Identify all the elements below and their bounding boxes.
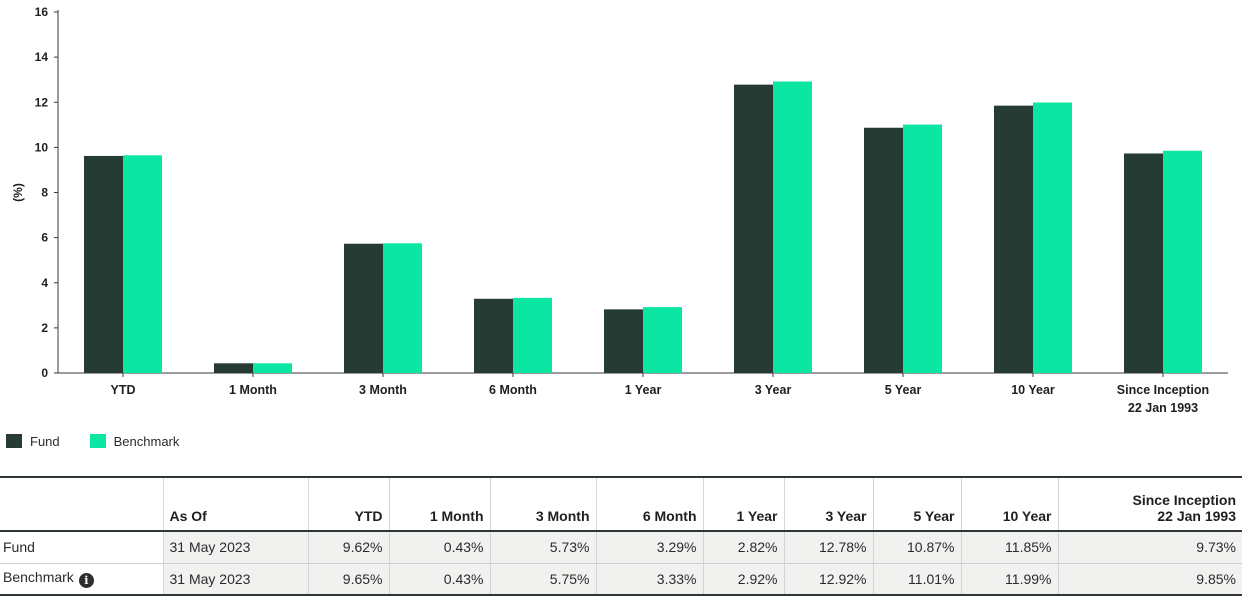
bar-fund-9: [1124, 153, 1163, 373]
cell-1-year: 2.82%: [702, 531, 784, 564]
cell-ytd: 9.62%: [307, 531, 389, 564]
bar-benchmark-5: [643, 307, 682, 373]
cell-3-year: 12.92%: [783, 563, 873, 596]
header-10-year: 10 Year: [960, 476, 1058, 532]
y-tick-label: 10: [35, 140, 49, 154]
x-tick-label: 1 Year: [625, 383, 662, 397]
legend-swatch-fund: [6, 434, 22, 448]
cell-ytd: 9.65%: [307, 563, 389, 596]
row-label-benchmark-text: Benchmark: [3, 569, 74, 586]
table-header-row: As Of YTD 1 Month 3 Month 6 Month 1 Year…: [0, 476, 1242, 532]
bar-chart-svg: 0 2 4 6 8 10 12 14 16 (%) YTD 1 Month 3 Month 6 Month…: [11, 5, 1228, 415]
bar-benchmark-9: [1163, 150, 1202, 373]
cell-as-of: 31 May 2023: [162, 563, 308, 596]
bar-fund-3: [344, 243, 383, 373]
x-tick-label: 3 Month: [359, 383, 407, 397]
header-ytd: YTD: [307, 476, 389, 532]
cell-5-year: 11.01%: [872, 563, 961, 596]
performance-table: As Of YTD 1 Month 3 Month 6 Month 1 Year…: [0, 476, 1242, 596]
header-3-month: 3 Month: [489, 476, 596, 532]
header-5-year: 5 Year: [872, 476, 961, 532]
bar-fund-5: [604, 309, 643, 373]
cell-3-month: 5.73%: [489, 531, 596, 564]
cell-3-month: 5.75%: [489, 563, 596, 596]
performance-chart: 0 2 4 6 8 10 12 14 16 (%) YTD 1 Month 3 Month 6 Month…: [11, 5, 1228, 415]
x-tick-label: 10 Year: [1011, 383, 1055, 397]
cell-10-year: 11.99%: [960, 563, 1058, 596]
cell-since-inception: 9.85%: [1057, 563, 1242, 596]
header-as-of: As Of: [162, 476, 308, 532]
cell-1-year: 2.92%: [702, 563, 784, 596]
header-since-inception-line1: Since Inception: [1132, 492, 1236, 508]
cell-as-of: 31 May 2023: [162, 531, 308, 564]
bar-benchmark-7: [903, 124, 942, 373]
table-row-benchmark: Benchmark i 31 May 2023 9.65% 0.43% 5.75%…: [0, 563, 1242, 596]
y-tick-label: 8: [41, 186, 48, 200]
bar-fund-6: [734, 84, 773, 374]
y-axis-title: (%): [11, 183, 25, 202]
y-tick-label: 6: [41, 231, 48, 245]
bar-fund-7: [864, 127, 903, 373]
info-icon[interactable]: i: [78, 573, 94, 589]
chart-legend: Fund Benchmark: [6, 432, 179, 450]
table-row-fund: Fund 31 May 2023 9.62% 0.43% 5.73% 3.29%…: [0, 531, 1242, 564]
header-1-year: 1 Year: [702, 476, 784, 532]
bar-benchmark-2: [253, 363, 292, 373]
x-tick-label: 6 Month: [489, 383, 537, 397]
y-tick-label: 0: [41, 366, 48, 380]
bar-fund-2: [214, 363, 253, 373]
cell-3-year: 12.78%: [783, 531, 873, 564]
x-tick-label: 22 Jan 1993: [1128, 401, 1198, 415]
cell-5-year: 10.87%: [872, 531, 961, 564]
x-tick-label: 3 Year: [755, 383, 792, 397]
bar-fund-1: [84, 155, 123, 373]
legend-item-fund[interactable]: Fund: [6, 434, 60, 449]
y-tick-label: 12: [35, 95, 49, 109]
x-tick-label: Since Inception: [1117, 383, 1209, 397]
y-tick-label: 4: [41, 276, 48, 290]
x-tick-label: 5 Year: [885, 383, 922, 397]
bar-benchmark-1: [123, 155, 162, 373]
bar-fund-4: [474, 298, 513, 373]
cell-since-inception: 9.73%: [1057, 531, 1242, 564]
bar-fund-8: [994, 105, 1033, 374]
bar-benchmark-3: [383, 243, 422, 373]
cell-10-year: 11.85%: [960, 531, 1058, 564]
bar-benchmark-4: [513, 297, 552, 373]
legend-swatch-benchmark: [89, 434, 106, 448]
legend-label-benchmark: Benchmark: [113, 433, 180, 449]
header-since-inception: Since Inception 22 Jan 1993: [1057, 476, 1242, 532]
bar-benchmark-6: [773, 81, 812, 374]
legend-label-fund: Fund: [30, 433, 60, 449]
cell-1-month: 0.43%: [388, 563, 490, 596]
header-6-month: 6 Month: [595, 476, 703, 532]
x-tick-label: YTD: [111, 383, 136, 397]
y-tick-label: 14: [35, 50, 49, 64]
cell-6-month: 3.29%: [595, 531, 703, 564]
legend-item-benchmark[interactable]: Benchmark: [89, 433, 180, 449]
y-tick-label: 2: [41, 321, 48, 335]
row-label-fund: Fund: [0, 531, 163, 564]
bar-benchmark-8: [1033, 102, 1072, 374]
row-label-benchmark: Benchmark i: [0, 563, 163, 596]
x-tick-label: 1 Month: [229, 383, 277, 397]
header-since-inception-line2: 22 Jan 1993: [1157, 508, 1236, 524]
y-tick-label: 16: [35, 5, 49, 19]
cell-1-month: 0.43%: [388, 531, 490, 564]
cell-6-month: 3.33%: [595, 563, 703, 596]
header-1-month: 1 Month: [388, 476, 490, 532]
header-3-year: 3 Year: [783, 476, 873, 532]
header-empty: [0, 476, 163, 532]
